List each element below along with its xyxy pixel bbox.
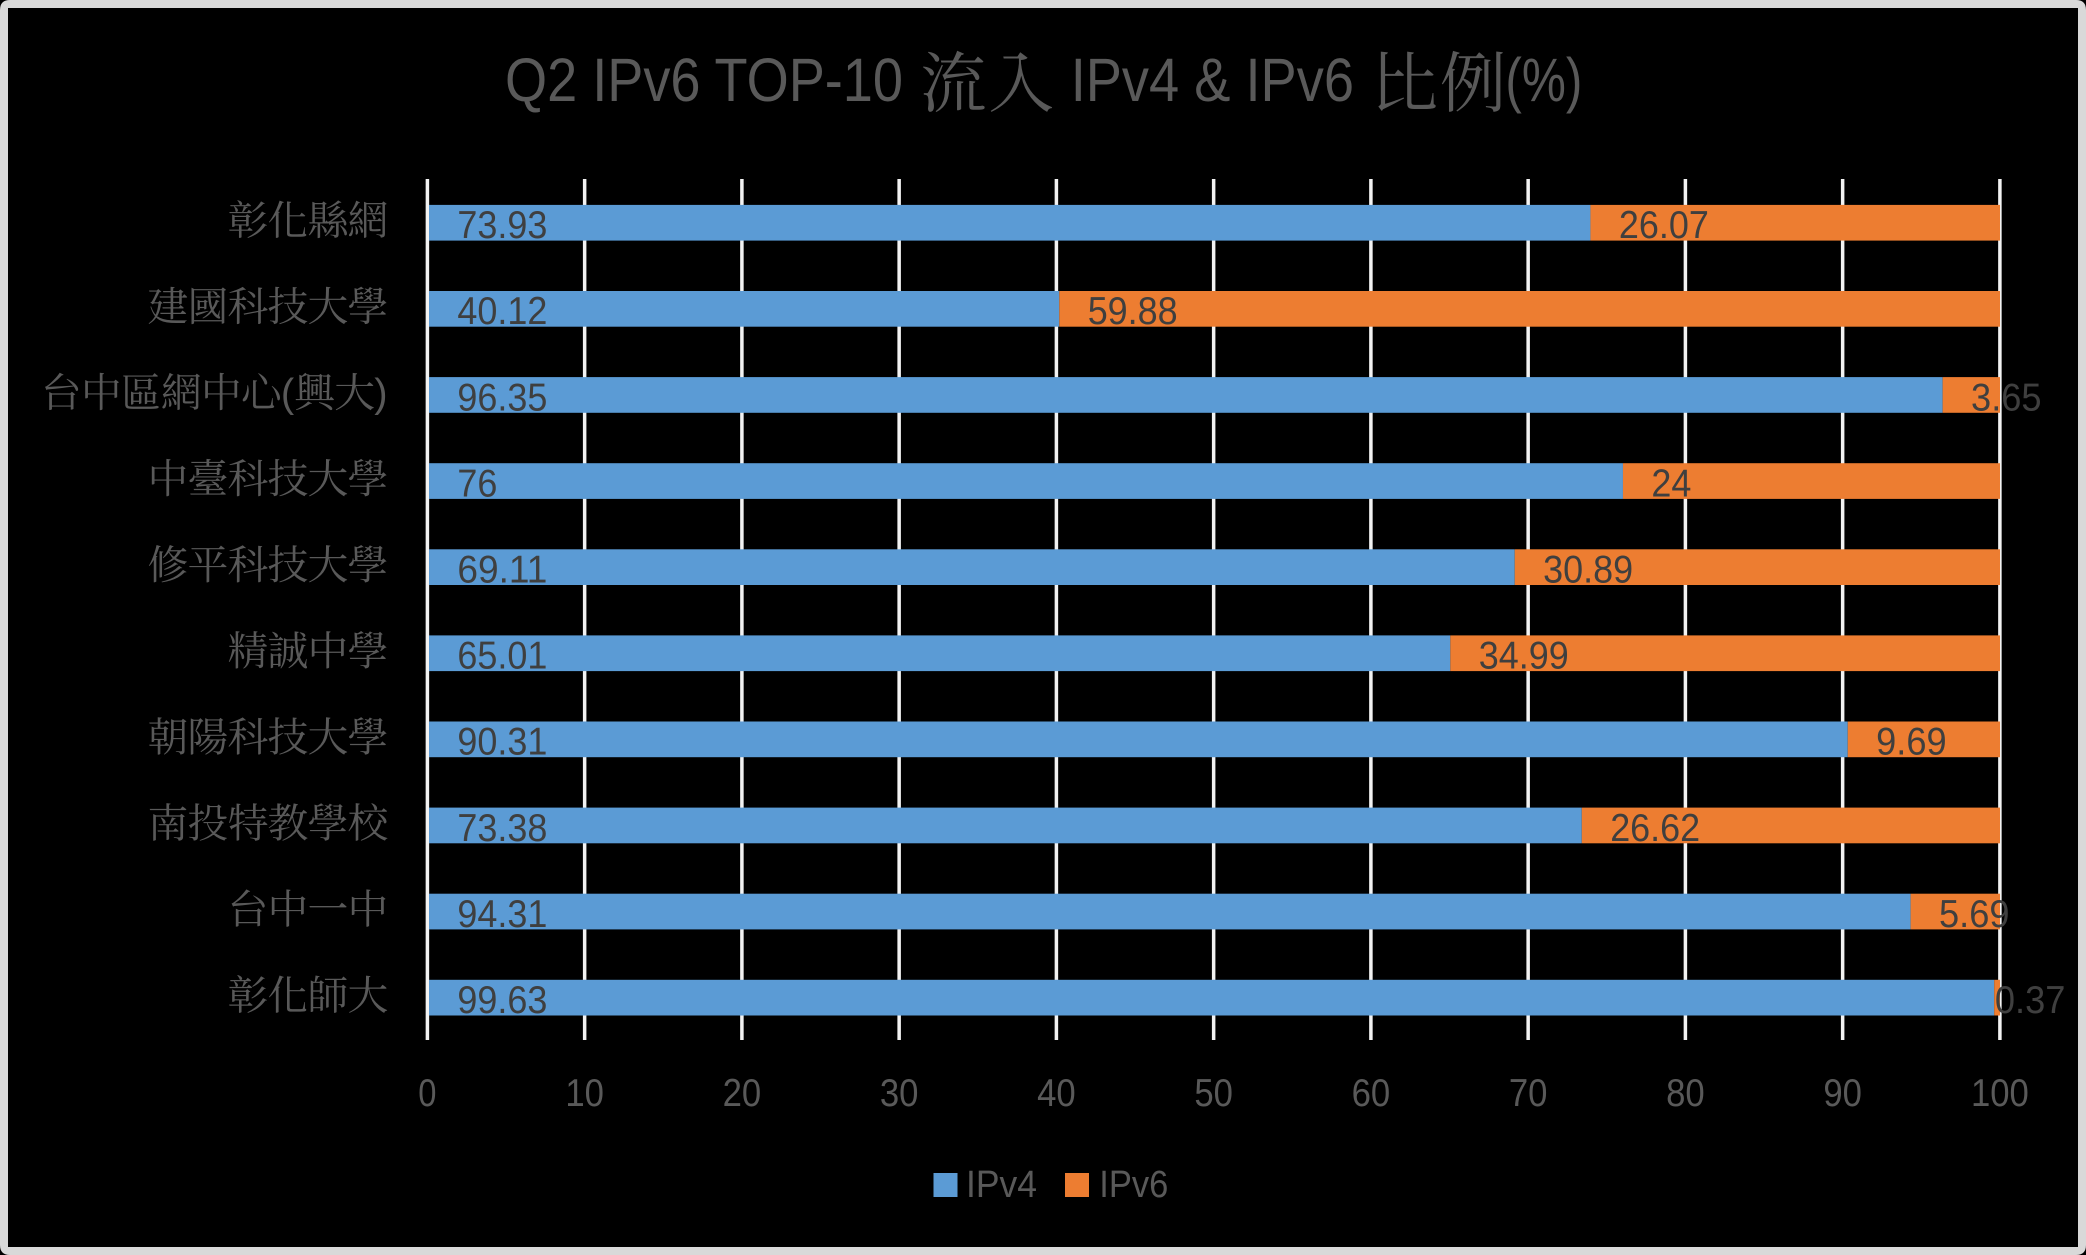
svg-text:94.31: 94.31 <box>457 893 547 936</box>
svg-text:34.99: 34.99 <box>1479 635 1569 678</box>
svg-text:0.37: 0.37 <box>1995 979 2065 1022</box>
svg-text:10: 10 <box>565 1072 604 1115</box>
svg-text:(: ( <box>281 371 295 415</box>
svg-text:IPv6: IPv6 <box>1099 1164 1168 1206</box>
svg-text:26.07: 26.07 <box>1619 204 1709 247</box>
svg-text:9.69: 9.69 <box>1876 721 1947 764</box>
svg-text:): ) <box>374 371 387 415</box>
svg-text:59.88: 59.88 <box>1088 290 1178 333</box>
svg-text:60: 60 <box>1352 1072 1391 1115</box>
svg-text:3.65: 3.65 <box>1971 376 2042 419</box>
svg-text:Q2 IPv6 TOP-10: Q2 IPv6 TOP-10 <box>505 46 903 114</box>
svg-text:65.01: 65.01 <box>457 635 547 678</box>
svg-text:IPv4 & IPv6: IPv4 & IPv6 <box>1071 46 1354 114</box>
svg-text:40: 40 <box>1037 1072 1076 1115</box>
svg-text:50: 50 <box>1194 1072 1233 1115</box>
svg-text:26.62: 26.62 <box>1610 807 1700 850</box>
svg-text:40.12: 40.12 <box>457 290 547 333</box>
svg-text:30.89: 30.89 <box>1543 548 1633 591</box>
svg-text:76: 76 <box>457 462 497 505</box>
svg-text:(%): (%) <box>1505 46 1582 114</box>
svg-text:99.63: 99.63 <box>457 979 547 1022</box>
svg-text:90.31: 90.31 <box>457 721 547 764</box>
svg-text:30: 30 <box>880 1072 919 1115</box>
svg-text:20: 20 <box>723 1072 762 1115</box>
svg-text:90: 90 <box>1823 1072 1862 1115</box>
svg-text:73.93: 73.93 <box>457 204 547 247</box>
svg-text:96.35: 96.35 <box>457 376 547 419</box>
svg-text:24: 24 <box>1651 462 1691 505</box>
svg-text:0: 0 <box>418 1072 436 1115</box>
svg-text:69.11: 69.11 <box>457 548 547 591</box>
svg-text:5.69: 5.69 <box>1939 893 2010 936</box>
svg-text:73.38: 73.38 <box>457 807 547 850</box>
svg-text:70: 70 <box>1509 1072 1548 1115</box>
svg-text:100: 100 <box>1971 1072 2029 1115</box>
svg-text:80: 80 <box>1666 1072 1705 1115</box>
svg-text:IPv4: IPv4 <box>966 1164 1037 1206</box>
